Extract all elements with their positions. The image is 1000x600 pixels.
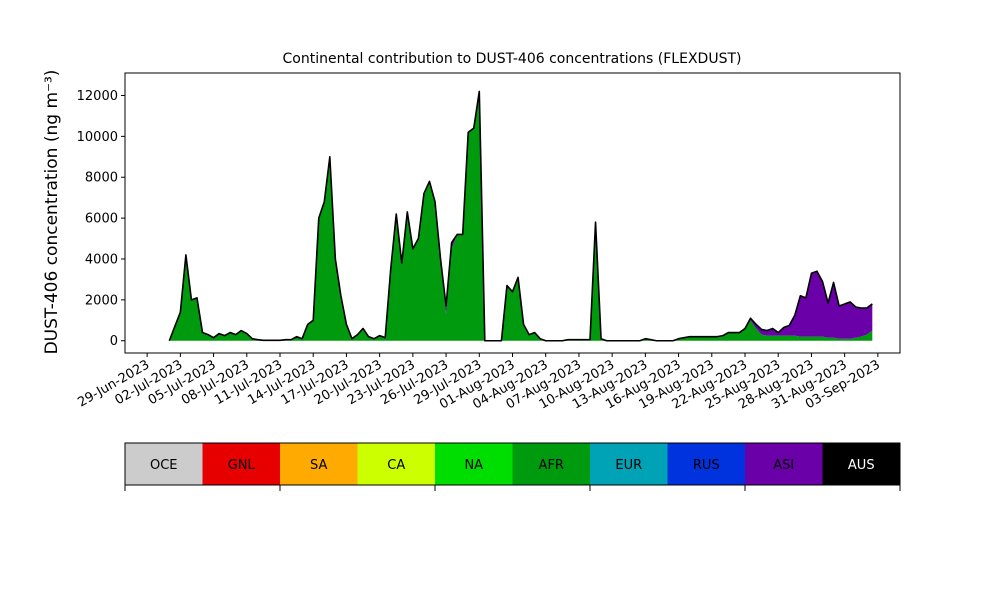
legend-swatch-aus xyxy=(822,443,900,485)
legend-label-eur: EUR xyxy=(615,458,642,473)
y-tick-label: 12000 xyxy=(77,89,118,104)
legend-swatch-eur xyxy=(590,443,668,485)
legend-label-asi: ASI xyxy=(773,458,794,473)
legend-swatch-asi xyxy=(745,443,823,485)
legend-label-gnl: GNL xyxy=(228,458,256,473)
legend-label-aus: AUS xyxy=(848,458,875,473)
y-tick-label: 4000 xyxy=(85,252,118,267)
legend-swatch-ca xyxy=(357,443,435,485)
legend-label-na: NA xyxy=(464,458,483,473)
legend-label-oce: OCE xyxy=(150,458,178,473)
legend-swatch-oce xyxy=(125,443,203,485)
y-tick-label: 8000 xyxy=(85,171,118,186)
legend-label-sa: SA xyxy=(310,458,327,473)
area-series-asi xyxy=(169,91,873,341)
legend-swatch-afr xyxy=(512,443,590,485)
legend-colorbar: OCE GNL SA CA NA AFR EUR RUS ASI AUS xyxy=(124,442,901,491)
legend-label-afr: AFR xyxy=(539,458,564,473)
y-tick-label: 10000 xyxy=(77,130,118,145)
chart-title: Continental contribution to DUST-406 con… xyxy=(283,51,742,67)
total-outline xyxy=(168,90,873,342)
legend-swatch-gnl xyxy=(202,443,280,485)
y-tick-label: 0 xyxy=(110,334,118,349)
legend-swatch-sa xyxy=(280,443,358,485)
plot-area xyxy=(124,72,901,354)
legend-swatch-rus xyxy=(667,443,745,485)
y-axis-label: DUST-406 concentration (ng m⁻³) xyxy=(42,70,62,355)
y-tick-label: 6000 xyxy=(85,212,118,227)
y-axis: 0 2000 4000 6000 8000 10000 12000 xyxy=(77,89,125,349)
legend-frame xyxy=(124,442,901,486)
legend-label-ca: CA xyxy=(387,458,405,473)
legend-label-rus: RUS xyxy=(693,458,720,473)
legend-swatch-na xyxy=(435,443,513,485)
x-axis: 29-Jun-202302-Jul-202305-Jul-202308-Jul-… xyxy=(75,353,883,413)
y-tick-label: 2000 xyxy=(85,293,118,308)
